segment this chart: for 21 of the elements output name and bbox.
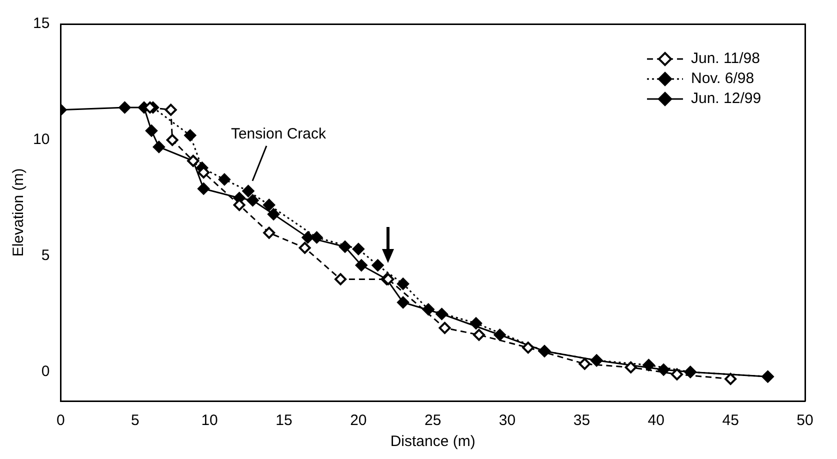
x-tick-label: 50 xyxy=(796,412,814,430)
x-tick-label: 5 xyxy=(130,412,140,430)
y-tick-label: 0 xyxy=(41,363,50,380)
x-tick-label: 35 xyxy=(573,412,590,430)
x-axis-title: Distance (m) xyxy=(390,433,476,450)
y-tick-label: 10 xyxy=(32,131,50,148)
x-tick-label: 20 xyxy=(350,412,367,430)
x-tick-label: 40 xyxy=(648,412,664,430)
x-tick-label: 45 xyxy=(722,412,739,430)
y-tick-label: 15 xyxy=(32,15,50,32)
x-tick-label: 0 xyxy=(56,412,65,430)
legend-label: Nov. 6/98 xyxy=(691,70,754,88)
y-tick-label: 5 xyxy=(41,247,50,264)
legend-label: Jun. 11/98 xyxy=(691,50,760,68)
y-axis-title: Elevation (m) xyxy=(10,168,28,257)
x-tick-label: 15 xyxy=(276,412,292,430)
legend-label: Jun. 12/99 xyxy=(691,90,762,108)
x-tick-label: 30 xyxy=(498,412,516,430)
x-tick-label: 25 xyxy=(424,412,442,430)
annotation: Tension Crack xyxy=(230,126,326,143)
x-tick-label: 10 xyxy=(201,412,218,430)
